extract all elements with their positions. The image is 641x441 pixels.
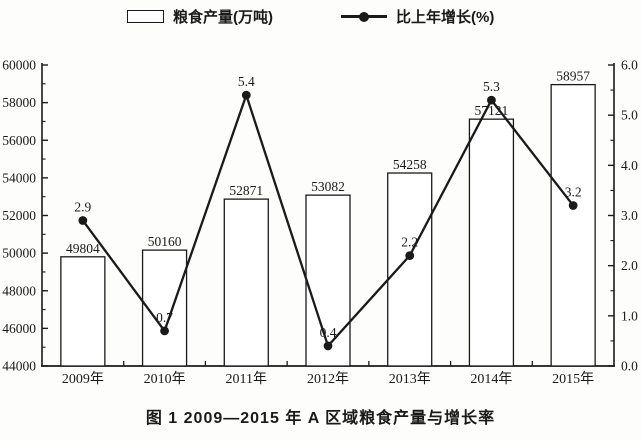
growth-point-2013年 — [405, 251, 415, 261]
chart-legend: 粮食产量(万吨) 比上年增长(%) — [127, 6, 494, 27]
bar-value-label: 53082 — [311, 179, 345, 194]
chart-area: 44000 46000 48000 50000 52000 54000 56000 58000… — [0, 36, 641, 396]
x-axis-category-label: 2010年 — [144, 371, 186, 387]
left-axis-tick-label: 50000 — [2, 246, 36, 261]
left-axis-tick-label: 58000 — [2, 95, 36, 110]
bar-2010年 — [141, 249, 188, 367]
growth-value-label: 5.3 — [483, 79, 500, 94]
left-axis-tick-label: 48000 — [2, 283, 36, 298]
growth-point-2009年 — [78, 216, 88, 225]
growth-point-2011年 — [241, 90, 251, 100]
x-axis-category-label: 2015年 — [552, 371, 594, 387]
bar-value-label: 58957 — [556, 69, 590, 84]
legend-item-growth: 比上年增长(%) — [341, 6, 494, 27]
legend-label-growth: 比上年增长(%) — [396, 9, 495, 26]
growth-point-2010年 — [160, 326, 169, 336]
growth-value-label: 2.2 — [401, 235, 418, 250]
growth-value-label: 5.4 — [238, 74, 255, 89]
left-axis-tick-label: 54000 — [2, 170, 36, 185]
bar-series-swatch-icon — [127, 10, 164, 23]
left-axis-tick-label: 44000 — [2, 359, 36, 374]
right-axis-tick-label: 2.0 — [621, 258, 638, 273]
right-axis-tick-label: 4.0 — [621, 158, 638, 173]
bar-2011年 — [223, 198, 269, 367]
x-axis-category-label: 2012年 — [307, 371, 349, 387]
right-axis-tick-label: 6.0 — [621, 58, 638, 73]
left-axis-tick-label: 52000 — [2, 208, 36, 223]
bar-value-label: 54258 — [393, 157, 427, 172]
left-axis-tick-label: 60000 — [2, 58, 36, 73]
bar-2015年 — [550, 83, 596, 367]
figure-caption: 图 1 2009—2015 年 A 区域粮食产量与增长率 — [145, 410, 496, 427]
bar-2012年 — [305, 194, 351, 367]
left-axis-tick-label: 56000 — [2, 133, 36, 148]
bar-2013年 — [387, 172, 433, 367]
bar-2009年 — [60, 256, 106, 367]
growth-point-2015年 — [568, 201, 578, 210]
growth-value-label: 0.4 — [320, 325, 337, 340]
right-axis-tick-label: 5.0 — [621, 108, 638, 123]
bar-value-label: 52871 — [229, 183, 263, 198]
x-axis-category-label: 2014年 — [470, 371, 512, 387]
growth-value-label: 0.7 — [156, 310, 173, 325]
growth-value-label: 2.9 — [74, 200, 91, 215]
growth-point-2014年 — [487, 95, 496, 105]
legend-item-production: 粮食产量(万吨) — [127, 6, 273, 27]
right-axis-tick-label: 0.0 — [621, 359, 638, 374]
bar-value-label: 49804 — [66, 241, 100, 256]
bar-2014年 — [468, 118, 515, 367]
right-axis-tick-label: 1.0 — [621, 308, 638, 323]
x-axis-category-label: 2011年 — [226, 371, 267, 387]
growth-value-label: 3.2 — [565, 184, 582, 199]
legend-label-production: 粮食产量(万吨) — [173, 9, 273, 26]
line-series-swatch-icon — [341, 10, 387, 23]
combo-chart-svg: 44000 46000 48000 50000 52000 54000 56000 58000… — [2, 58, 638, 388]
right-axis-tick-label: 3.0 — [621, 208, 638, 223]
x-axis-category-label: 2013年 — [389, 371, 431, 387]
left-axis-tick-label: 46000 — [2, 321, 36, 336]
growth-point-2012年 — [323, 341, 333, 351]
bar-value-label: 50160 — [148, 234, 182, 249]
x-axis-category-label: 2009年 — [62, 371, 104, 387]
